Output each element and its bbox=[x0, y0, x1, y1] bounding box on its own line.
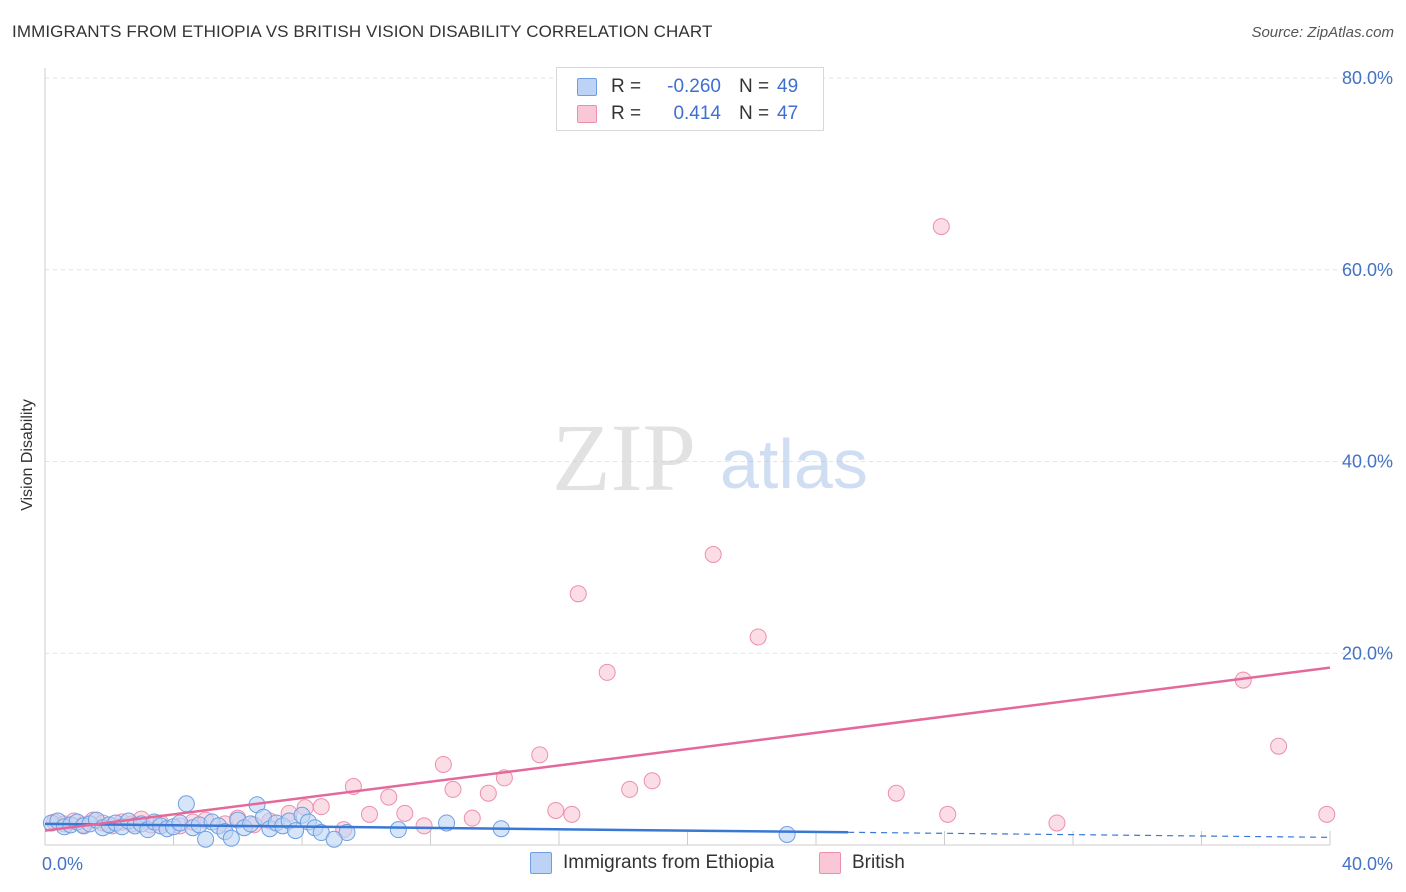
british-point-48 bbox=[1318, 805, 1336, 823]
british-point-44 bbox=[939, 805, 957, 823]
legend-item-british[interactable]: British bbox=[819, 852, 905, 874]
british-points bbox=[46, 218, 1336, 839]
ethiopia-point-48 bbox=[778, 825, 796, 843]
watermark-zip: ZIP bbox=[552, 404, 696, 511]
legend-row-ethiopia: R = -0.260 N = 49 bbox=[577, 74, 798, 100]
x-tick-label-0: 0.0% bbox=[42, 854, 83, 874]
y-tick-label-0: 20.0% bbox=[1342, 643, 1393, 663]
pink-swatch bbox=[819, 852, 841, 874]
n-value: 47 bbox=[777, 103, 799, 124]
british-point-26 bbox=[396, 804, 414, 822]
ethiopia-trend-line bbox=[44, 822, 849, 834]
british-point-34 bbox=[547, 801, 565, 819]
ethiopia-point-28 bbox=[222, 829, 240, 847]
r-value: -0.260 bbox=[667, 76, 721, 97]
british-point-38 bbox=[621, 780, 639, 798]
ethiopia-point-44 bbox=[325, 830, 343, 848]
british-point-47 bbox=[1270, 737, 1288, 755]
legend-label-british: British bbox=[852, 852, 905, 873]
british-point-21 bbox=[312, 798, 330, 816]
british-point-42 bbox=[887, 784, 905, 802]
british-point-24 bbox=[360, 805, 378, 823]
axes bbox=[44, 68, 1331, 846]
british-trend-line bbox=[44, 666, 1331, 832]
stats-legend: R = -0.260 N = 49 R = 0.414 N = 47 bbox=[556, 67, 824, 131]
british-point-35 bbox=[563, 805, 581, 823]
british-point-33 bbox=[531, 746, 549, 764]
y-tick-label-1: 40.0% bbox=[1342, 452, 1393, 472]
tick-labels: 20.0% 40.0% 60.0% 80.0% 0.0% 40.0% bbox=[42, 68, 1393, 874]
r-value: 0.414 bbox=[673, 103, 721, 124]
watermark-atlas: atlas bbox=[720, 425, 868, 503]
british-point-45 bbox=[1048, 814, 1066, 832]
blue-swatch bbox=[530, 852, 552, 874]
british-point-43 bbox=[932, 218, 950, 236]
british-point-41 bbox=[749, 628, 767, 646]
british-point-25 bbox=[380, 788, 398, 806]
source-label: Source: ZipAtlas.com bbox=[1251, 24, 1394, 41]
british-point-29 bbox=[444, 780, 462, 798]
x-tick-label-1: 40.0% bbox=[1342, 854, 1393, 874]
british-point-36 bbox=[569, 585, 587, 603]
british-point-39 bbox=[643, 772, 661, 790]
legend-item-ethiopia[interactable]: Immigrants from Ethiopia bbox=[530, 852, 774, 874]
blue-swatch bbox=[577, 78, 597, 96]
legend-label-ethiopia: Immigrants from Ethiopia bbox=[563, 852, 775, 873]
ethiopia-point-21 bbox=[177, 795, 195, 813]
n-label: N = bbox=[739, 103, 770, 124]
n-label: N = bbox=[739, 76, 770, 97]
y-tick-label-3: 80.0% bbox=[1342, 68, 1393, 88]
legend-row-british: R = 0.414 N = 47 bbox=[577, 101, 798, 127]
ethiopia-point-45 bbox=[389, 821, 407, 839]
series-legend: Immigrants from Ethiopia British bbox=[0, 852, 1406, 878]
pink-swatch bbox=[577, 105, 597, 123]
british-point-30 bbox=[463, 809, 481, 827]
y-tick-label-2: 60.0% bbox=[1342, 260, 1393, 280]
gridlines bbox=[45, 77, 1392, 654]
british-point-37 bbox=[598, 663, 616, 681]
british-point-28 bbox=[434, 755, 452, 773]
british-point-40 bbox=[704, 545, 722, 563]
chart-title: IMMIGRANTS FROM ETHIOPIA VS BRITISH VISI… bbox=[12, 22, 713, 41]
british-point-27 bbox=[415, 817, 433, 835]
r-label: R = bbox=[611, 103, 642, 124]
ethiopia-trend-extension bbox=[848, 831, 1331, 838]
british-point-31 bbox=[479, 784, 497, 802]
r-label: R = bbox=[611, 76, 642, 97]
ethiopia-point-24 bbox=[197, 830, 215, 848]
watermark: ZIP atlas bbox=[552, 404, 868, 511]
trend-lines bbox=[44, 666, 1331, 838]
n-value: 49 bbox=[777, 76, 799, 97]
